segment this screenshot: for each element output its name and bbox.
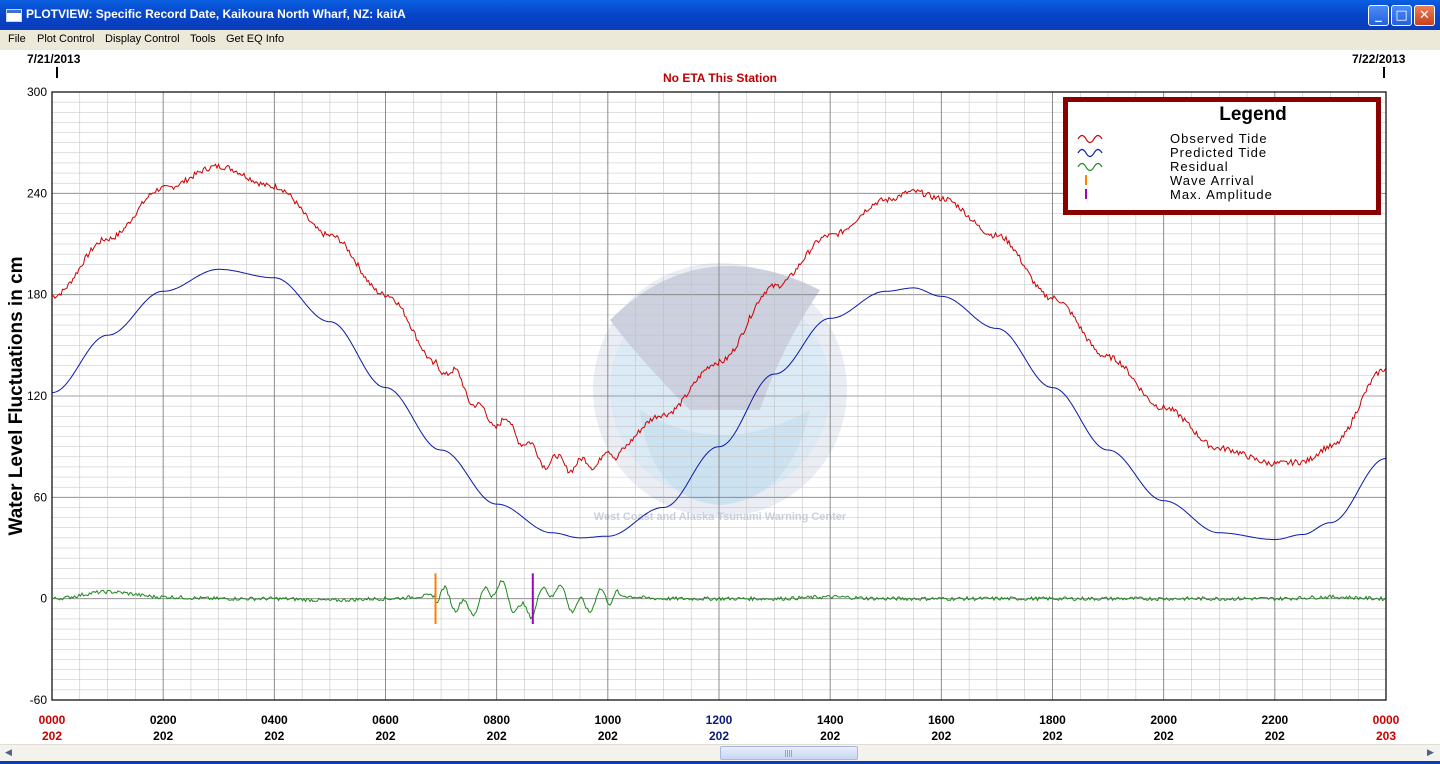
y-tick-label: 60 bbox=[34, 490, 48, 504]
legend-swatch-wave bbox=[1077, 162, 1103, 172]
legend-swatch-wave bbox=[1077, 134, 1103, 144]
maximize-icon[interactable]: □ bbox=[1391, 5, 1412, 26]
x-tick-day: 202 bbox=[820, 729, 840, 743]
menu-tools[interactable]: Tools bbox=[190, 33, 216, 45]
x-tick-day: 202 bbox=[1154, 729, 1174, 743]
legend-label: Max. Amplitude bbox=[1170, 187, 1273, 202]
scroll-right-icon[interactable]: ▶ bbox=[1427, 748, 1434, 758]
date-left: 7/21/2013 bbox=[27, 52, 81, 66]
x-tick-day: 203 bbox=[1376, 729, 1396, 743]
menu-bar: File Plot Control Display Control Tools … bbox=[0, 30, 1440, 50]
legend-title: Legend bbox=[1219, 104, 1287, 125]
series-line-observed-tide bbox=[51, 163, 1386, 474]
x-tick-time: 0600 bbox=[372, 713, 399, 727]
x-tick-time: 1400 bbox=[817, 713, 844, 727]
x-tick-time: 1800 bbox=[1039, 713, 1066, 727]
x-tick-day: 202 bbox=[42, 729, 62, 743]
x-tick-day: 202 bbox=[598, 729, 618, 743]
watermark-text: West Coast and Alaska Tsunami Warning Ce… bbox=[594, 511, 847, 523]
series-line-predicted-tide bbox=[51, 268, 1386, 541]
legend-label: Observed Tide bbox=[1170, 131, 1268, 146]
app-icon bbox=[6, 9, 22, 22]
x-axis-ticks: 0000 202 0200 202 0400 202 0600 202 0800 202 1000 2… bbox=[39, 713, 1400, 743]
x-tick-day: 202 bbox=[1265, 729, 1285, 743]
window-title: PLOTVIEW: Specific Record Date, Kaikoura… bbox=[26, 7, 406, 21]
y-tick-label: 0 bbox=[40, 592, 47, 606]
x-tick-day: 202 bbox=[153, 729, 173, 743]
legend-box bbox=[1068, 102, 1376, 210]
x-tick-time: 0800 bbox=[483, 713, 510, 727]
menu-file[interactable]: File bbox=[8, 33, 26, 45]
legend-label: Wave Arrival bbox=[1170, 173, 1254, 188]
legend-swatch-wave bbox=[1077, 148, 1103, 158]
watermark-bird bbox=[610, 266, 820, 410]
x-tick-time: 1600 bbox=[928, 713, 955, 727]
menu-display-control[interactable]: Display Control bbox=[105, 33, 180, 45]
window-frame-bottom bbox=[0, 761, 1440, 764]
menu-plot-control[interactable]: Plot Control bbox=[37, 33, 95, 45]
series-line-residual bbox=[52, 579, 1386, 620]
y-tick-label: 240 bbox=[27, 186, 47, 200]
y-axis-label: Water Level Fluctuations in cm bbox=[6, 256, 27, 535]
horizontal-scrollbar[interactable]: ◀ ▶ bbox=[0, 744, 1440, 762]
x-tick-time: 2200 bbox=[1261, 713, 1288, 727]
tide-plot[interactable]: West Coast and Alaska Tsunami Warning Ce… bbox=[0, 50, 1440, 744]
event-markers bbox=[434, 573, 534, 624]
x-tick-time: 1000 bbox=[594, 713, 621, 727]
minimize-icon[interactable]: _ bbox=[1368, 5, 1389, 26]
y-tick-label: 300 bbox=[27, 85, 47, 99]
noaa-watermark-logo: West Coast and Alaska Tsunami Warning Ce… bbox=[593, 263, 847, 523]
x-tick-day: 202 bbox=[709, 729, 729, 743]
grip-icon bbox=[785, 750, 793, 757]
plot-series bbox=[51, 163, 1386, 620]
y-axis-ticks: 300 240 180 120 60 0 -60 bbox=[27, 85, 47, 707]
x-tick-day: 202 bbox=[375, 729, 395, 743]
x-tick-day: 202 bbox=[1042, 729, 1062, 743]
y-tick-label: 120 bbox=[27, 389, 47, 403]
eta-status: No ETA This Station bbox=[663, 71, 777, 85]
watermark-wave bbox=[640, 410, 810, 505]
x-tick-time: 2000 bbox=[1150, 713, 1177, 727]
date-right: 7/22/2013 bbox=[1352, 52, 1406, 66]
x-tick-day: 202 bbox=[487, 729, 507, 743]
x-tick-time: 0000 bbox=[1373, 713, 1400, 727]
scrollbar-thumb[interactable] bbox=[720, 746, 858, 760]
legend-label: Residual bbox=[1170, 159, 1229, 174]
x-tick-time: 1200 bbox=[706, 713, 733, 727]
legend-label: Predicted Tide bbox=[1170, 145, 1267, 160]
window-titlebar: PLOTVIEW: Specific Record Date, Kaikoura… bbox=[0, 0, 1440, 30]
plot-area: West Coast and Alaska Tsunami Warning Ce… bbox=[0, 50, 1440, 744]
scroll-left-icon[interactable]: ◀ bbox=[5, 748, 12, 758]
x-tick-day: 202 bbox=[931, 729, 951, 743]
y-tick-label: 180 bbox=[27, 288, 47, 302]
x-tick-time: 0000 bbox=[39, 713, 66, 727]
x-tick-time: 0200 bbox=[150, 713, 177, 727]
plot-frame bbox=[51, 91, 1387, 701]
x-tick-day: 202 bbox=[264, 729, 284, 743]
y-tick-label: -60 bbox=[30, 693, 48, 707]
menu-get-eq-info[interactable]: Get EQ Info bbox=[226, 33, 285, 45]
close-icon[interactable]: ✕ bbox=[1414, 5, 1435, 26]
x-tick-time: 0400 bbox=[261, 713, 288, 727]
